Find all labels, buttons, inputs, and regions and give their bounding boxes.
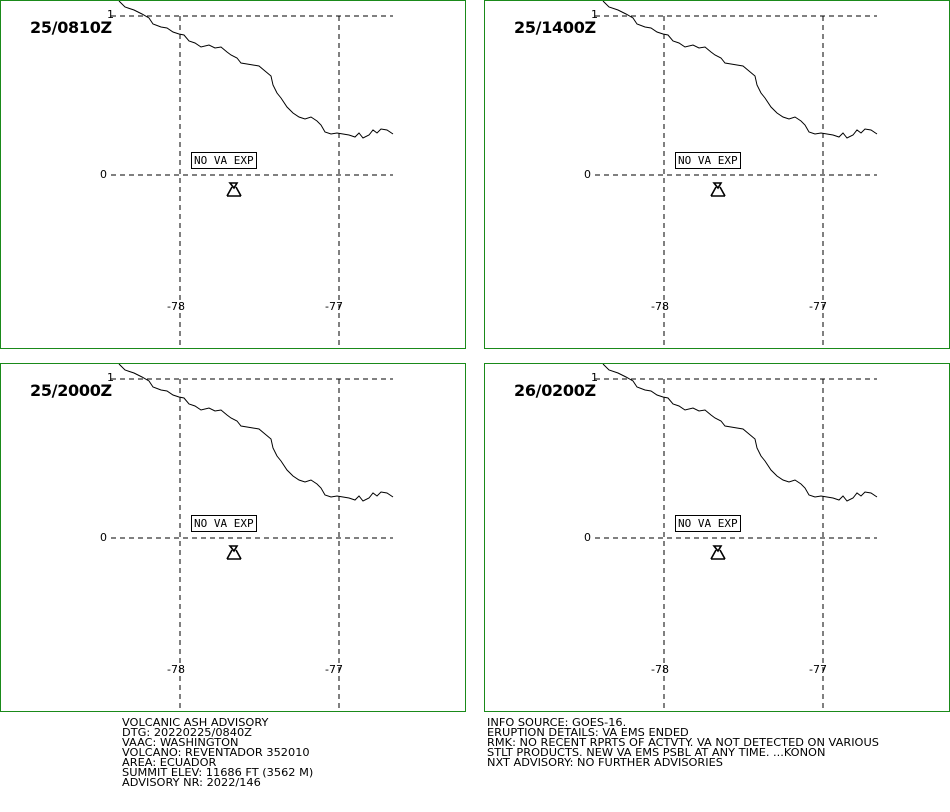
map-canvas bbox=[111, 1, 394, 346]
advisory-number: ADVISORY NR: 2022/146 bbox=[122, 776, 261, 789]
advisory-area: AREA: ECUADOR bbox=[122, 756, 217, 769]
lat-label-1: 1 bbox=[107, 8, 114, 21]
panel-valid-time: 25/2000Z bbox=[30, 381, 112, 400]
lon-label-78: -78 bbox=[167, 300, 185, 313]
lon-label-77: -77 bbox=[325, 663, 343, 676]
advisory-text-right: INFO SOURCE: GOES-16. ERUPTION DETAILS: … bbox=[487, 716, 879, 769]
advisory-volcano: VOLCANO: REVENTADOR 352010 bbox=[122, 746, 310, 759]
advisory-summit-elev: SUMMIT ELEV: 11686 FT (3562 M) bbox=[122, 766, 314, 779]
lat-label-0: 0 bbox=[584, 168, 591, 181]
coastline bbox=[118, 1, 394, 139]
volcano-icon bbox=[226, 182, 242, 197]
lon-label-77: -77 bbox=[809, 300, 827, 313]
lat-label-1: 1 bbox=[591, 371, 598, 384]
lat-label-0: 0 bbox=[100, 168, 107, 181]
no-va-expected-label: NO VA EXP bbox=[191, 152, 257, 169]
advisory-eruption-details: ERUPTION DETAILS: VA EMS ENDED bbox=[487, 726, 689, 739]
advisory-info-source: INFO SOURCE: GOES-16. bbox=[487, 716, 627, 729]
advisory-title: VOLCANIC ASH ADVISORY bbox=[122, 716, 269, 729]
advisory-vaac: VAAC: WASHINGTON bbox=[122, 736, 239, 749]
volcano-icon bbox=[710, 182, 726, 197]
map-canvas bbox=[595, 1, 878, 346]
panel-valid-time: 26/0200Z bbox=[514, 381, 596, 400]
lon-label-78: -78 bbox=[651, 663, 669, 676]
coastline bbox=[118, 364, 394, 502]
map-canvas bbox=[111, 364, 394, 709]
no-va-expected-label: NO VA EXP bbox=[191, 515, 257, 532]
lat-label-1: 1 bbox=[591, 8, 598, 21]
lon-label-78: -78 bbox=[651, 300, 669, 313]
forecast-panel-1: 25/0810Z 1 0 -78 -77 NO VA EXP bbox=[0, 0, 466, 349]
map-canvas bbox=[595, 364, 878, 709]
lat-label-0: 0 bbox=[100, 531, 107, 544]
no-va-expected-label: NO VA EXP bbox=[675, 515, 741, 532]
lon-label-78: -78 bbox=[167, 663, 185, 676]
advisory-dtg: DTG: 20220225/0840Z bbox=[122, 726, 252, 739]
advisory-remark-line-1: RMK: NO RECENT RPRTS OF ACTVTY. VA NOT D… bbox=[487, 736, 879, 749]
lat-label-1: 1 bbox=[107, 371, 114, 384]
advisory-text-left: VOLCANIC ASH ADVISORY DTG: 20220225/0840… bbox=[122, 716, 314, 789]
panel-valid-time: 25/1400Z bbox=[514, 18, 596, 37]
advisory-next: NXT ADVISORY: NO FURTHER ADVISORIES bbox=[487, 756, 723, 769]
coastline bbox=[602, 1, 878, 139]
lon-label-77: -77 bbox=[325, 300, 343, 313]
coastline bbox=[602, 364, 878, 502]
no-va-expected-label: NO VA EXP bbox=[675, 152, 741, 169]
lat-label-0: 0 bbox=[584, 531, 591, 544]
forecast-panel-4: 26/0200Z 1 0 -78 -77 NO VA EXP bbox=[484, 363, 950, 712]
forecast-panel-2: 25/1400Z 1 0 -78 -77 NO VA EXP bbox=[484, 0, 950, 349]
volcano-icon bbox=[226, 545, 242, 560]
volcano-icon bbox=[710, 545, 726, 560]
lon-label-77: -77 bbox=[809, 663, 827, 676]
panel-valid-time: 25/0810Z bbox=[30, 18, 112, 37]
advisory-remark-line-2: STLT PRODUCTS. NEW VA EMS PSBL AT ANY TI… bbox=[487, 746, 826, 759]
forecast-panel-3: 25/2000Z 1 0 -78 -77 NO VA EXP bbox=[0, 363, 466, 712]
